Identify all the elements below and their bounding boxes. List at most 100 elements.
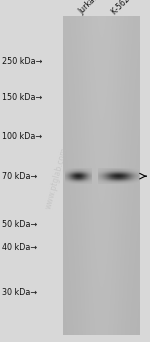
Bar	[125, 183, 126, 184]
Bar	[98, 179, 99, 180]
Bar	[131, 179, 132, 180]
Bar	[120, 177, 121, 178]
Bar	[129, 173, 130, 174]
Bar	[128, 170, 129, 171]
Bar	[138, 183, 139, 184]
Bar	[121, 171, 122, 172]
Bar	[132, 174, 133, 175]
Bar	[119, 181, 120, 182]
Bar	[119, 172, 120, 173]
Bar	[136, 174, 137, 175]
Bar	[109, 180, 110, 181]
Bar	[113, 172, 114, 173]
Bar	[116, 181, 117, 182]
Bar	[138, 182, 139, 183]
Bar	[122, 171, 123, 172]
Bar	[132, 183, 133, 184]
Bar	[126, 169, 127, 170]
Bar	[120, 178, 121, 179]
Bar	[103, 173, 104, 174]
Bar	[101, 178, 102, 179]
Bar	[117, 177, 118, 178]
Bar	[104, 175, 105, 176]
Bar	[136, 169, 137, 170]
Text: 250 kDa→: 250 kDa→	[2, 57, 42, 66]
Bar	[135, 175, 136, 176]
Bar	[108, 173, 109, 174]
Bar	[136, 178, 137, 179]
Bar	[99, 174, 100, 175]
Bar	[114, 174, 115, 175]
Bar	[133, 173, 134, 174]
Bar	[135, 173, 136, 174]
Bar	[113, 175, 114, 176]
Bar	[123, 175, 124, 176]
Bar	[111, 181, 112, 182]
Bar	[100, 178, 101, 179]
Bar	[111, 173, 112, 174]
Bar	[103, 180, 104, 181]
Bar	[100, 177, 101, 178]
Bar	[98, 170, 99, 171]
Bar	[111, 178, 112, 179]
Bar	[123, 173, 124, 174]
Bar	[131, 176, 132, 177]
Bar	[118, 181, 119, 182]
Bar	[112, 173, 113, 174]
Bar	[128, 169, 129, 170]
Bar	[118, 176, 119, 177]
Bar	[101, 172, 102, 173]
Bar	[138, 177, 139, 178]
Bar	[102, 180, 103, 181]
Bar	[112, 181, 113, 182]
Bar	[116, 172, 117, 173]
Bar	[100, 181, 101, 182]
Bar	[104, 169, 105, 170]
Bar	[124, 183, 125, 184]
Bar	[107, 177, 108, 178]
Bar	[100, 170, 101, 171]
Bar	[131, 183, 132, 184]
Bar	[105, 169, 106, 170]
Bar	[121, 183, 122, 184]
Bar	[124, 174, 125, 175]
Bar	[135, 171, 136, 172]
Bar	[103, 182, 104, 183]
Bar	[101, 181, 102, 182]
Bar	[99, 177, 100, 178]
Bar	[129, 182, 130, 183]
Bar	[133, 170, 134, 171]
Bar	[104, 176, 105, 177]
Bar	[108, 176, 109, 177]
Bar	[105, 176, 106, 177]
Bar	[125, 171, 126, 172]
Bar	[130, 174, 131, 175]
Bar	[137, 182, 138, 183]
Bar	[102, 172, 103, 173]
Bar	[121, 174, 122, 175]
Bar	[101, 170, 102, 171]
Bar	[127, 175, 128, 176]
Bar	[101, 182, 102, 183]
Bar	[110, 172, 111, 173]
Bar	[100, 169, 101, 170]
Bar	[102, 179, 103, 180]
Bar	[102, 175, 103, 176]
Bar	[104, 170, 105, 171]
Bar	[119, 175, 120, 176]
Bar	[114, 171, 115, 172]
Bar	[119, 171, 120, 172]
Bar	[107, 183, 108, 184]
Bar	[130, 176, 131, 177]
Bar	[116, 178, 117, 179]
Bar	[98, 181, 99, 182]
Bar	[116, 182, 117, 183]
Bar	[135, 174, 136, 175]
Bar	[107, 170, 108, 171]
Bar	[130, 175, 131, 176]
Bar	[123, 180, 124, 181]
Bar	[114, 176, 115, 177]
Bar	[108, 169, 109, 170]
Bar	[138, 179, 139, 180]
Bar	[113, 176, 114, 177]
